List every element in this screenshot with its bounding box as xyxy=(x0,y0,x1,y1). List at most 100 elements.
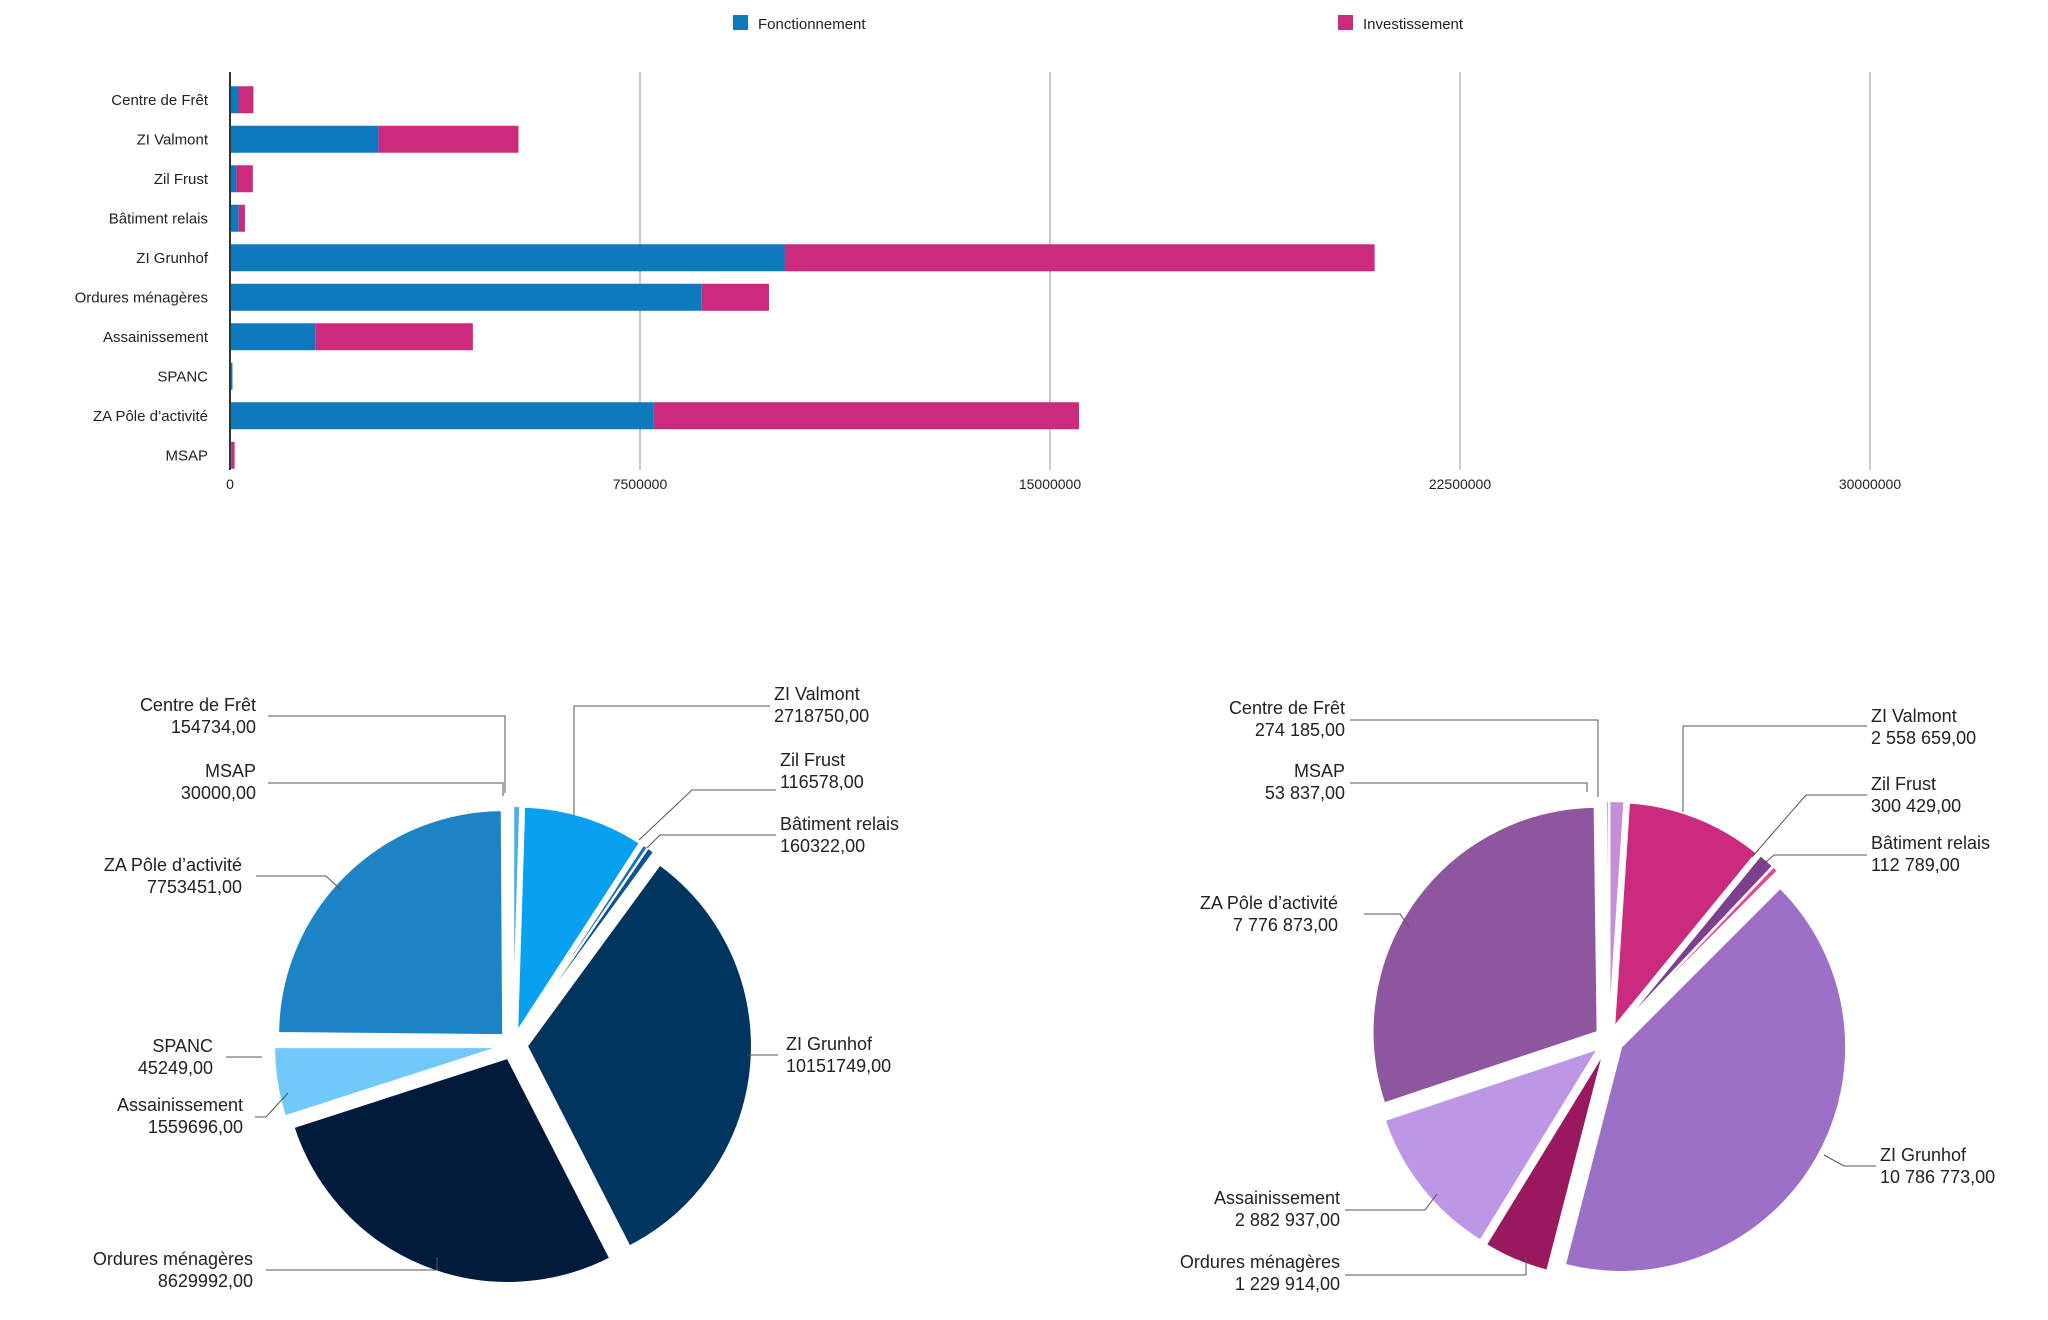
bar-za-pole-d-activite-investissement xyxy=(653,402,1079,430)
pie-label-ordures-menageres: Ordures ménagères xyxy=(1180,1252,1340,1272)
pie-label-batiment-relais: Bâtiment relais xyxy=(1871,833,1990,853)
pie-slice-zi-grunhof xyxy=(1563,886,1848,1273)
pie-label-msap: MSAP xyxy=(1294,761,1345,781)
pie-value-msap: 30000,00 xyxy=(181,783,256,803)
pie-leader-line xyxy=(256,875,342,891)
bar-zil-frust-fonctionnement xyxy=(230,165,237,193)
pie-value-zi-valmont: 2718750,00 xyxy=(774,706,869,726)
pie-value-spanc: 45249,00 xyxy=(138,1058,213,1078)
pie-leader-line xyxy=(1350,719,1599,797)
legend-label-fonctionnement: Fonctionnement xyxy=(758,16,866,33)
category-label-msap: MSAP xyxy=(165,447,208,464)
pie-value-ordures-menageres: 1 229 914,00 xyxy=(1235,1274,1340,1294)
pie-value-zi-grunhof: 10 786 773,00 xyxy=(1880,1167,1995,1187)
x-tick-label: 22500000 xyxy=(1429,476,1492,492)
x-tick-label: 0 xyxy=(226,476,234,492)
bar-zi-grunhof-fonctionnement xyxy=(230,244,785,272)
pie-leader-line xyxy=(255,1092,289,1118)
pie-label-zil-frust: Zil Frust xyxy=(780,750,845,770)
bar-zi-valmont-investissement xyxy=(378,125,519,153)
bar-ordures-menageres-investissement xyxy=(701,283,770,311)
category-label-batiment-relais: Bâtiment relais xyxy=(109,210,208,227)
category-label-zi-grunhof: ZI Grunhof xyxy=(136,250,209,267)
pie-value-zil-frust: 116578,00 xyxy=(780,772,864,792)
legend: Fonctionnement Investissement xyxy=(733,15,1464,33)
pie-value-assainissement: 1559696,00 xyxy=(148,1117,243,1137)
pie-slice-batiment-relais xyxy=(1618,865,1780,1031)
pie-leader-line xyxy=(1345,1257,1527,1276)
bar-zi-valmont-fonctionnement xyxy=(230,125,379,153)
bar-zi-grunhof-investissement xyxy=(784,244,1375,272)
pie-label-zi-grunhof: ZI Grunhof xyxy=(1880,1145,1967,1165)
pie-slice-msap xyxy=(510,804,514,1032)
pie-label-zil-frust: Zil Frust xyxy=(1871,774,1936,794)
bar-za-pole-d-activite-fonctionnement xyxy=(230,402,654,430)
pie-value-za-pole-d-activite: 7 776 873,00 xyxy=(1233,915,1338,935)
pie-slice-za-pole-d-activite xyxy=(277,809,505,1037)
pie-label-assainissement: Assainissement xyxy=(117,1095,243,1115)
pie-value-zil-frust: 300 429,00 xyxy=(1871,796,1961,816)
pie-slice-spanc xyxy=(272,1041,500,1046)
bar-centre-de-fret-fonctionnement xyxy=(230,86,239,114)
bar-assainissement-fonctionnement xyxy=(230,323,316,351)
pie-slice-msap xyxy=(1604,799,1610,1027)
pie-leader-line xyxy=(268,715,506,793)
pie-leader-line xyxy=(266,1257,438,1271)
pie-slice-assainissement xyxy=(273,1046,500,1118)
pie-value-centre-de-fret: 154734,00 xyxy=(171,717,256,737)
legend-item-fonctionnement: Fonctionnement xyxy=(733,15,866,33)
pie-label-zi-grunhof: ZI Grunhof xyxy=(786,1034,873,1054)
bar-batiment-relais-fonctionnement xyxy=(230,204,239,232)
category-label-centre-de-fret: Centre de Frêt xyxy=(111,92,209,109)
category-label-za-pole-d-activite: ZA Pôle d’activité xyxy=(93,408,208,425)
pie-slice-ordures-menageres xyxy=(1484,1052,1605,1272)
pie-value-batiment-relais: 112 789,00 xyxy=(1871,855,1960,875)
bar-centre-de-fret-investissement xyxy=(238,86,254,114)
pie-value-zi-valmont: 2 558 659,00 xyxy=(1871,728,1976,748)
pie-leader-line xyxy=(268,782,504,796)
x-tick-label: 30000000 xyxy=(1839,476,1902,492)
pie-leader-line xyxy=(1823,1154,1876,1167)
bar-zil-frust-investissement xyxy=(236,165,253,193)
x-tick-label: 7500000 xyxy=(613,476,668,492)
legend-swatch-investissement xyxy=(1338,15,1353,30)
pie-label-ordures-menageres: Ordures ménagères xyxy=(93,1249,253,1269)
pie-label-msap: MSAP xyxy=(205,761,256,781)
pie-label-za-pole-d-activite: ZA Pôle d’activité xyxy=(1200,893,1338,913)
bar-batiment-relais-investissement xyxy=(238,204,245,232)
pie-slice-za-pole-d-activite xyxy=(1371,805,1599,1105)
pie-leader-line xyxy=(1682,725,1867,812)
pie-value-za-pole-d-activite: 7753451,00 xyxy=(147,877,242,897)
bar-assainissement-investissement xyxy=(315,323,473,351)
pie-leader-line xyxy=(1364,913,1410,928)
category-label-assainissement: Assainissement xyxy=(103,329,209,346)
pie-slice-zi-grunhof xyxy=(525,863,753,1248)
bar-msap-investissement xyxy=(231,441,235,469)
pie-label-centre-de-fret: Centre de Frêt xyxy=(1229,698,1345,718)
pie-label-batiment-relais: Bâtiment relais xyxy=(780,814,899,834)
pie-label-assainissement: Assainissement xyxy=(1214,1188,1340,1208)
stacked-bar-chart: 0 7500000 15000000 22500000 30000000 Centre d… xyxy=(75,72,1902,492)
pie-value-centre-de-fret: 274 185,00 xyxy=(1255,720,1345,740)
category-label-zi-valmont: ZI Valmont xyxy=(137,131,209,148)
pie-value-assainissement: 2 882 937,00 xyxy=(1235,1210,1340,1230)
pie-leader-line xyxy=(1751,794,1867,858)
legend-label-investissement: Investissement xyxy=(1363,16,1464,33)
legend-swatch-fonctionnement xyxy=(733,15,748,30)
pie-leader-line xyxy=(646,834,776,849)
pie-leader-line xyxy=(573,705,770,815)
pie-leader-line xyxy=(1759,854,1867,868)
pie-leader-line xyxy=(638,789,776,841)
bar-spanc-fonctionnement xyxy=(230,362,233,390)
pie-leader-line xyxy=(1350,782,1588,792)
pie-slice-batiment-relais xyxy=(520,846,656,1035)
legend-item-investissement: Investissement xyxy=(1338,15,1464,33)
pie-slice-zi-valmont xyxy=(1612,801,1758,1031)
pie-value-zi-grunhof: 10151749,00 xyxy=(786,1056,891,1076)
pie-label-za-pole-d-activite: ZA Pôle d’activité xyxy=(104,855,242,875)
category-label-spanc: SPANC xyxy=(157,368,208,385)
